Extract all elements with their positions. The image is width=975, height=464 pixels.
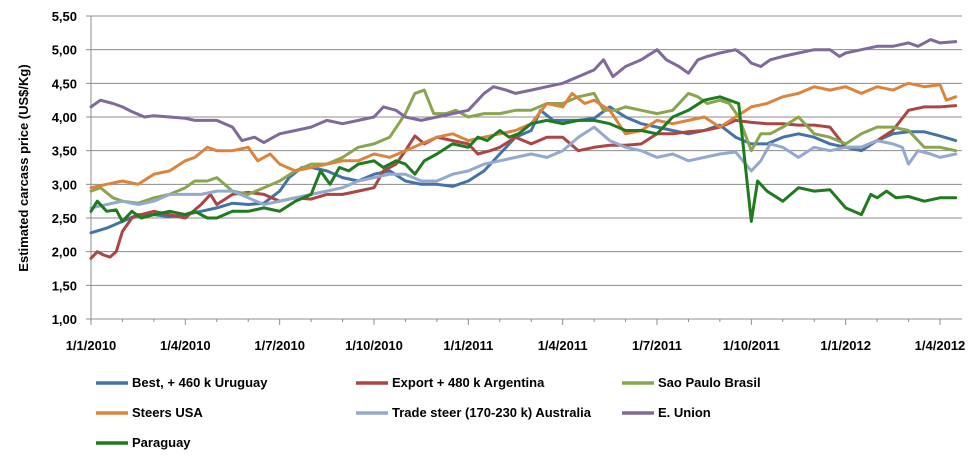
series-line-best-460-k-uruguay bbox=[89, 105, 958, 235]
x-tick-label: 1/1/2012 bbox=[820, 338, 871, 353]
x-tick-label: 1/1/2011 bbox=[443, 338, 493, 353]
series-line-sao-paulo-brasil bbox=[89, 88, 958, 205]
series-line-paraguay bbox=[89, 95, 958, 223]
y-tick-label: 2,00 bbox=[52, 245, 77, 260]
x-tick-label: 1/4/2011 bbox=[538, 338, 588, 353]
series-line-trade-steer-170-230-k-australia bbox=[89, 125, 958, 210]
y-axis-title: Estimated carcass price (US$/Kg) bbox=[16, 64, 31, 271]
axes bbox=[86, 15, 962, 325]
legend-label-sao-paulo-brasil: Sao Paulo Brasil bbox=[658, 375, 761, 390]
x-tick-label: 1/7/2010 bbox=[254, 338, 305, 353]
series-lines bbox=[89, 38, 958, 260]
y-tick-label: 5,00 bbox=[52, 43, 77, 58]
x-tick-label: 1/10/2011 bbox=[723, 338, 780, 353]
x-tick-label: 1/4/2012 bbox=[915, 338, 966, 353]
legend-label-best-460-k-uruguay: Best, + 460 k Uruguay bbox=[132, 375, 268, 390]
legend-label-export-480-k-argentina: Export + 480 k Argentina bbox=[392, 375, 545, 390]
legend-label-e-union: E. Union bbox=[658, 405, 711, 420]
y-tick-label: 5,50 bbox=[52, 9, 77, 24]
x-tick-label: 1/1/2010 bbox=[66, 338, 117, 353]
legend-label-trade-steer-170-230-k-australia: Trade steer (170-230 k) Australia bbox=[392, 405, 592, 420]
y-tick-label: 2,50 bbox=[52, 211, 77, 226]
series-line-e-union bbox=[89, 38, 958, 145]
legend-label-steers-usa: Steers USA bbox=[132, 405, 203, 420]
x-tick-label: 1/4/2010 bbox=[160, 338, 211, 353]
legend: Best, + 460 k Uruguay Export + 480 k Arge… bbox=[96, 375, 761, 450]
y-tick-label: 1,50 bbox=[52, 278, 77, 293]
y-tick-label: 4,00 bbox=[52, 110, 77, 125]
series-line-steers-usa bbox=[89, 81, 958, 190]
y-tick-label: 3,50 bbox=[52, 144, 77, 159]
y-tick-label: 1,00 bbox=[52, 312, 77, 327]
x-tick-label: 1/7/2011 bbox=[632, 338, 682, 353]
y-tick-label: 4,50 bbox=[52, 76, 77, 91]
tick-labels: 1,00 1,50 2,00 2,50 3,00 3,50 4,00 4,50 5,00 5,50… bbox=[52, 9, 966, 353]
legend-label-paraguay: Paraguay bbox=[132, 435, 191, 450]
x-tick-label: 1/10/2010 bbox=[345, 338, 403, 353]
y-tick-label: 3,00 bbox=[52, 177, 77, 192]
